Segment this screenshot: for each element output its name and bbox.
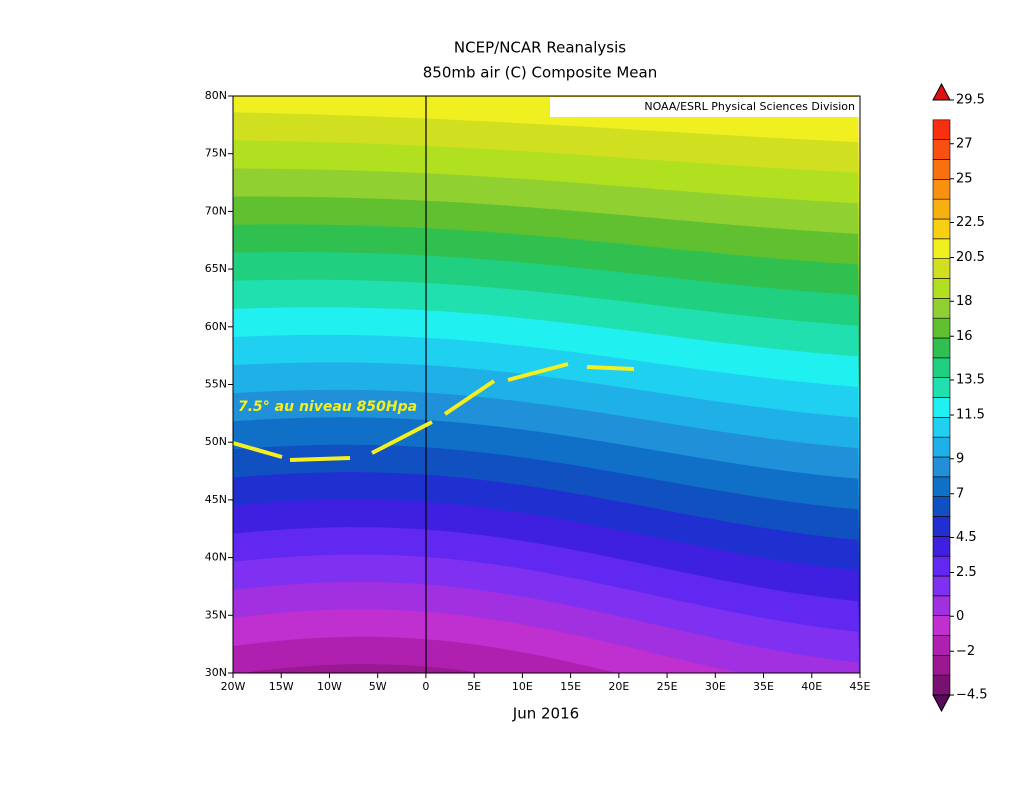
x-tick-label: 10E [512, 680, 533, 693]
colorbar-swatch [932, 357, 951, 378]
colorbar-swatch [932, 496, 951, 517]
credit-box [550, 97, 859, 117]
colorbar-label: 13.5 [956, 373, 985, 388]
colorbar-swatch [932, 119, 951, 140]
colorbar-swatch [932, 595, 951, 616]
colorbar: −4.5 −2 0 2.5 4.5 7 9 11.5 13.5 16 18 20.5 22.5 25 27 2… [932, 82, 988, 713]
annotation: 7.5° au niveau 850Hpa [238, 399, 417, 415]
colorbar-swatch [932, 298, 951, 319]
y-tick-label: 60N [205, 320, 227, 333]
field-band [233, 636, 617, 673]
colorbar-swatch [932, 139, 951, 160]
colorbar-swatch [932, 218, 951, 240]
colorbar-swatch [932, 555, 951, 577]
colorbar-swatch [932, 615, 951, 636]
x-tick-label: 15W [269, 680, 294, 693]
colorbar-label: 4.5 [956, 530, 977, 545]
credit: NOAA/ESRL Physical Sciences Division [644, 100, 855, 113]
x-tick-label: 35E [753, 680, 774, 693]
colorbar-swatch [932, 397, 951, 418]
colorbar-swatch [932, 179, 951, 200]
colorbar-swatch [932, 436, 951, 458]
x-tick-label: 40E [801, 680, 822, 693]
colorbar-swatch [932, 198, 951, 220]
colorbar-label: 29.5 [956, 93, 985, 108]
y-tick-label: 70N [205, 204, 227, 217]
x-tick-label: 20W [221, 680, 246, 693]
y-tick-label: 35N [205, 608, 227, 621]
isotherm-dash [443, 379, 496, 416]
y-tick-label: 80N [205, 89, 227, 102]
x-tick-label: 5E [467, 680, 481, 693]
y-tick-label: 30N [205, 666, 227, 679]
colorbar-swatch [932, 278, 951, 299]
colorbar-swatch [932, 159, 951, 180]
y-tick-label: 65N [205, 262, 227, 275]
colorbar-label: −4.5 [956, 688, 988, 703]
title: NCEP/NCAR Reanalysis [454, 39, 626, 57]
colorbar-cap [932, 82, 951, 101]
colorbar-label: 18 [956, 294, 973, 309]
colorbar-label: 7 [956, 486, 964, 501]
isotherm-dash [371, 420, 433, 455]
colorbar-label: 20.5 [956, 250, 985, 265]
colorbar-swatch [932, 635, 951, 656]
x-tick-label: 15E [560, 680, 581, 693]
isotherm-dash [507, 362, 569, 382]
colorbar-swatch [932, 337, 951, 359]
colorbar-swatch [932, 317, 951, 339]
isotherm-dash [232, 441, 283, 459]
colorbar-label: 2.5 [956, 565, 977, 580]
y-tick-label: 45N [205, 493, 227, 506]
x-tick-label: 45E [850, 680, 871, 693]
field-band [241, 664, 481, 673]
colorbar-label: 16 [956, 329, 973, 344]
x-tick-label: 30E [705, 680, 726, 693]
isotherm-dash [586, 365, 635, 371]
x-tick-label: 25E [657, 680, 678, 693]
colorbar-cap [932, 694, 951, 713]
colorbar-label: 27 [956, 136, 973, 151]
y-tick-label: 40N [205, 551, 227, 564]
x-tick-label: 5W [369, 680, 387, 693]
colorbar-label: 9 [956, 451, 964, 466]
colorbar-swatch [932, 476, 951, 497]
colorbar-swatch [932, 377, 951, 398]
colorbar-swatch [932, 575, 951, 597]
x-label: Jun 2016 [512, 705, 579, 723]
colorbar-swatch [932, 456, 951, 478]
subtitle: 850mb air (C) Composite Mean [423, 64, 657, 82]
colorbar-label: 11.5 [956, 408, 985, 423]
x-tick-label: 0 [422, 680, 429, 693]
colorbar-swatch [932, 258, 951, 279]
colorbar-label: 0 [956, 609, 964, 624]
y-tick-label: 75N [205, 147, 227, 160]
temperature-field [233, 96, 860, 673]
y-tick-label: 55N [205, 378, 227, 391]
y-tick-label: 50N [205, 435, 227, 448]
colorbar-swatch [932, 536, 951, 557]
colorbar-swatch [932, 417, 951, 438]
colorbar-swatch [932, 655, 951, 676]
colorbar-label: 25 [956, 171, 973, 186]
colorbar-swatch [932, 674, 951, 696]
isotherm-dash [289, 456, 351, 462]
colorbar-swatch [932, 238, 951, 259]
colorbar-swatch [932, 516, 951, 537]
x-tick-label: 20E [608, 680, 629, 693]
colorbar-label: 22.5 [956, 215, 985, 230]
x-tick-label: 10W [317, 680, 342, 693]
colorbar-label: −2 [956, 644, 975, 659]
